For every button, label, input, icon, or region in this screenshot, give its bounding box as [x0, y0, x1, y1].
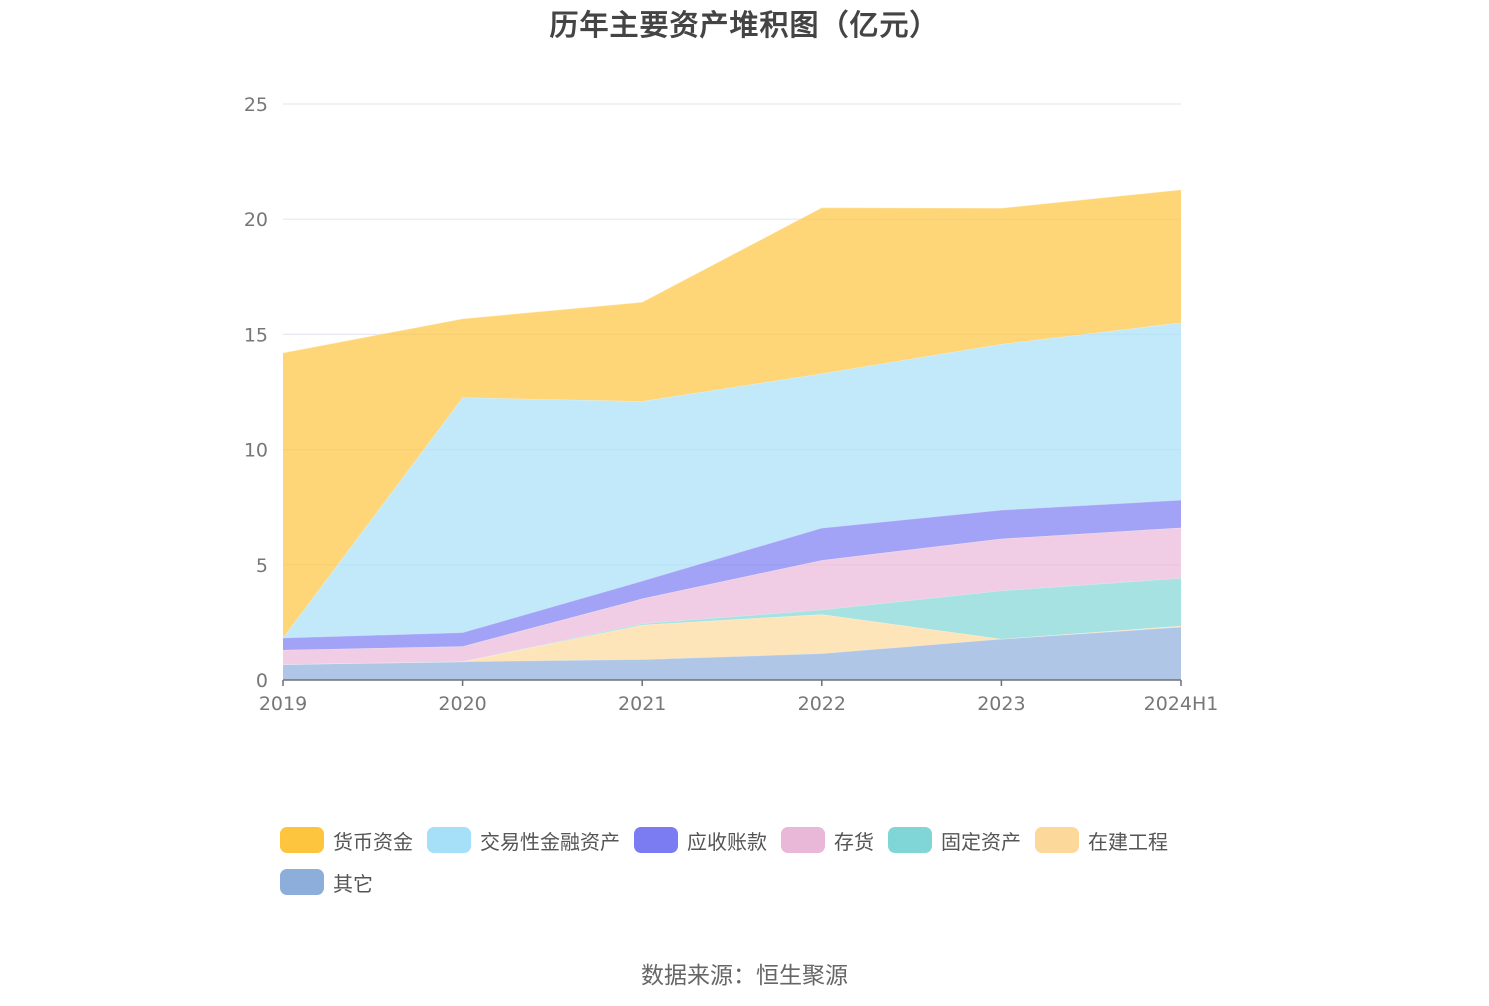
legend-swatch: [1035, 827, 1079, 853]
data-source: 数据来源：恒生聚源: [641, 963, 848, 989]
legend-swatch: [427, 827, 471, 853]
area-edge-6: [282, 189, 1182, 354]
legend-label: 应收账款: [687, 829, 767, 854]
legend-label: 货币资金: [333, 829, 413, 854]
legend-swatch: [781, 827, 825, 853]
area-series-3: [283, 527, 1181, 665]
x-tick-label: 2022: [798, 693, 846, 715]
legend-label: 固定资产: [941, 829, 1021, 854]
y-tick-label: 25: [244, 94, 268, 116]
legend-label: 其它: [333, 871, 373, 896]
axes: 0 5 10 15 20 25 2019 2020 2021 2022 2023 2024H1: [244, 94, 1219, 715]
area-series-5: [283, 322, 1181, 638]
legend-swatch: [280, 869, 324, 895]
legend-item[interactable]: 存货: [781, 826, 874, 854]
legend-item[interactable]: 在建工程: [1035, 826, 1168, 854]
y-tick-label: 0: [256, 670, 268, 692]
legend-item[interactable]: 交易性金融资产: [427, 826, 620, 854]
x-tick-label: 2023: [977, 693, 1025, 715]
x-tick-label: 2024H1: [1144, 693, 1219, 715]
legend-swatch: [888, 827, 932, 853]
legend-item[interactable]: 其它: [280, 868, 373, 896]
legend-item[interactable]: 固定资产: [888, 826, 1021, 854]
x-tick-label: 2020: [438, 693, 486, 715]
area-series: [282, 189, 1182, 680]
legend-swatch: [634, 827, 678, 853]
y-tick-label: 10: [244, 440, 268, 462]
area-series-6: [283, 189, 1181, 638]
x-tick-label: 2019: [259, 693, 307, 715]
legend: 货币资金 交易性金融资产 应收账款 存货 固定资产 在建工程其它: [280, 826, 1240, 896]
area-series-2: [283, 578, 1181, 665]
y-tick-label: 5: [256, 555, 268, 577]
x-tick-label: 2021: [618, 693, 666, 715]
chart-title: 历年主要资产堆积图（亿元）: [549, 8, 940, 42]
y-tick-label: 15: [244, 324, 268, 346]
legend-swatch: [280, 827, 324, 853]
area-edge-2: [282, 577, 1182, 665]
legend-item[interactable]: 货币资金: [280, 826, 413, 854]
legend-item[interactable]: 应收账款: [634, 826, 767, 854]
area-series-0: [283, 627, 1181, 680]
area-series-4: [283, 500, 1181, 651]
legend-label: 存货: [834, 829, 874, 854]
area-series-1: [283, 614, 1181, 665]
y-tick-label: 20: [244, 209, 268, 231]
legend-label: 在建工程: [1088, 829, 1168, 854]
legend-label: 交易性金融资产: [480, 829, 620, 854]
